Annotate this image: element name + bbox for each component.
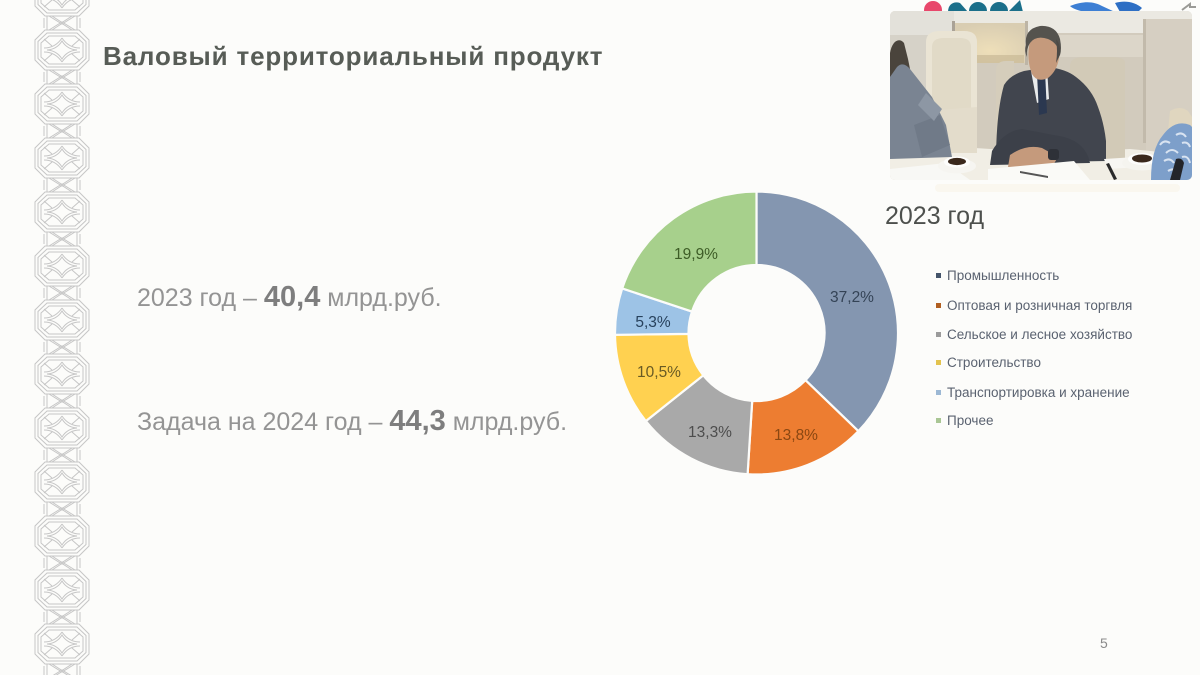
svg-text:13,3%: 13,3% bbox=[688, 424, 732, 441]
svg-text:13,8%: 13,8% bbox=[774, 427, 818, 444]
svg-text:19,9%: 19,9% bbox=[674, 246, 718, 263]
svg-text:10,5%: 10,5% bbox=[637, 364, 681, 381]
svg-text:37,2%: 37,2% bbox=[830, 289, 874, 306]
svg-text:5,3%: 5,3% bbox=[635, 314, 671, 331]
